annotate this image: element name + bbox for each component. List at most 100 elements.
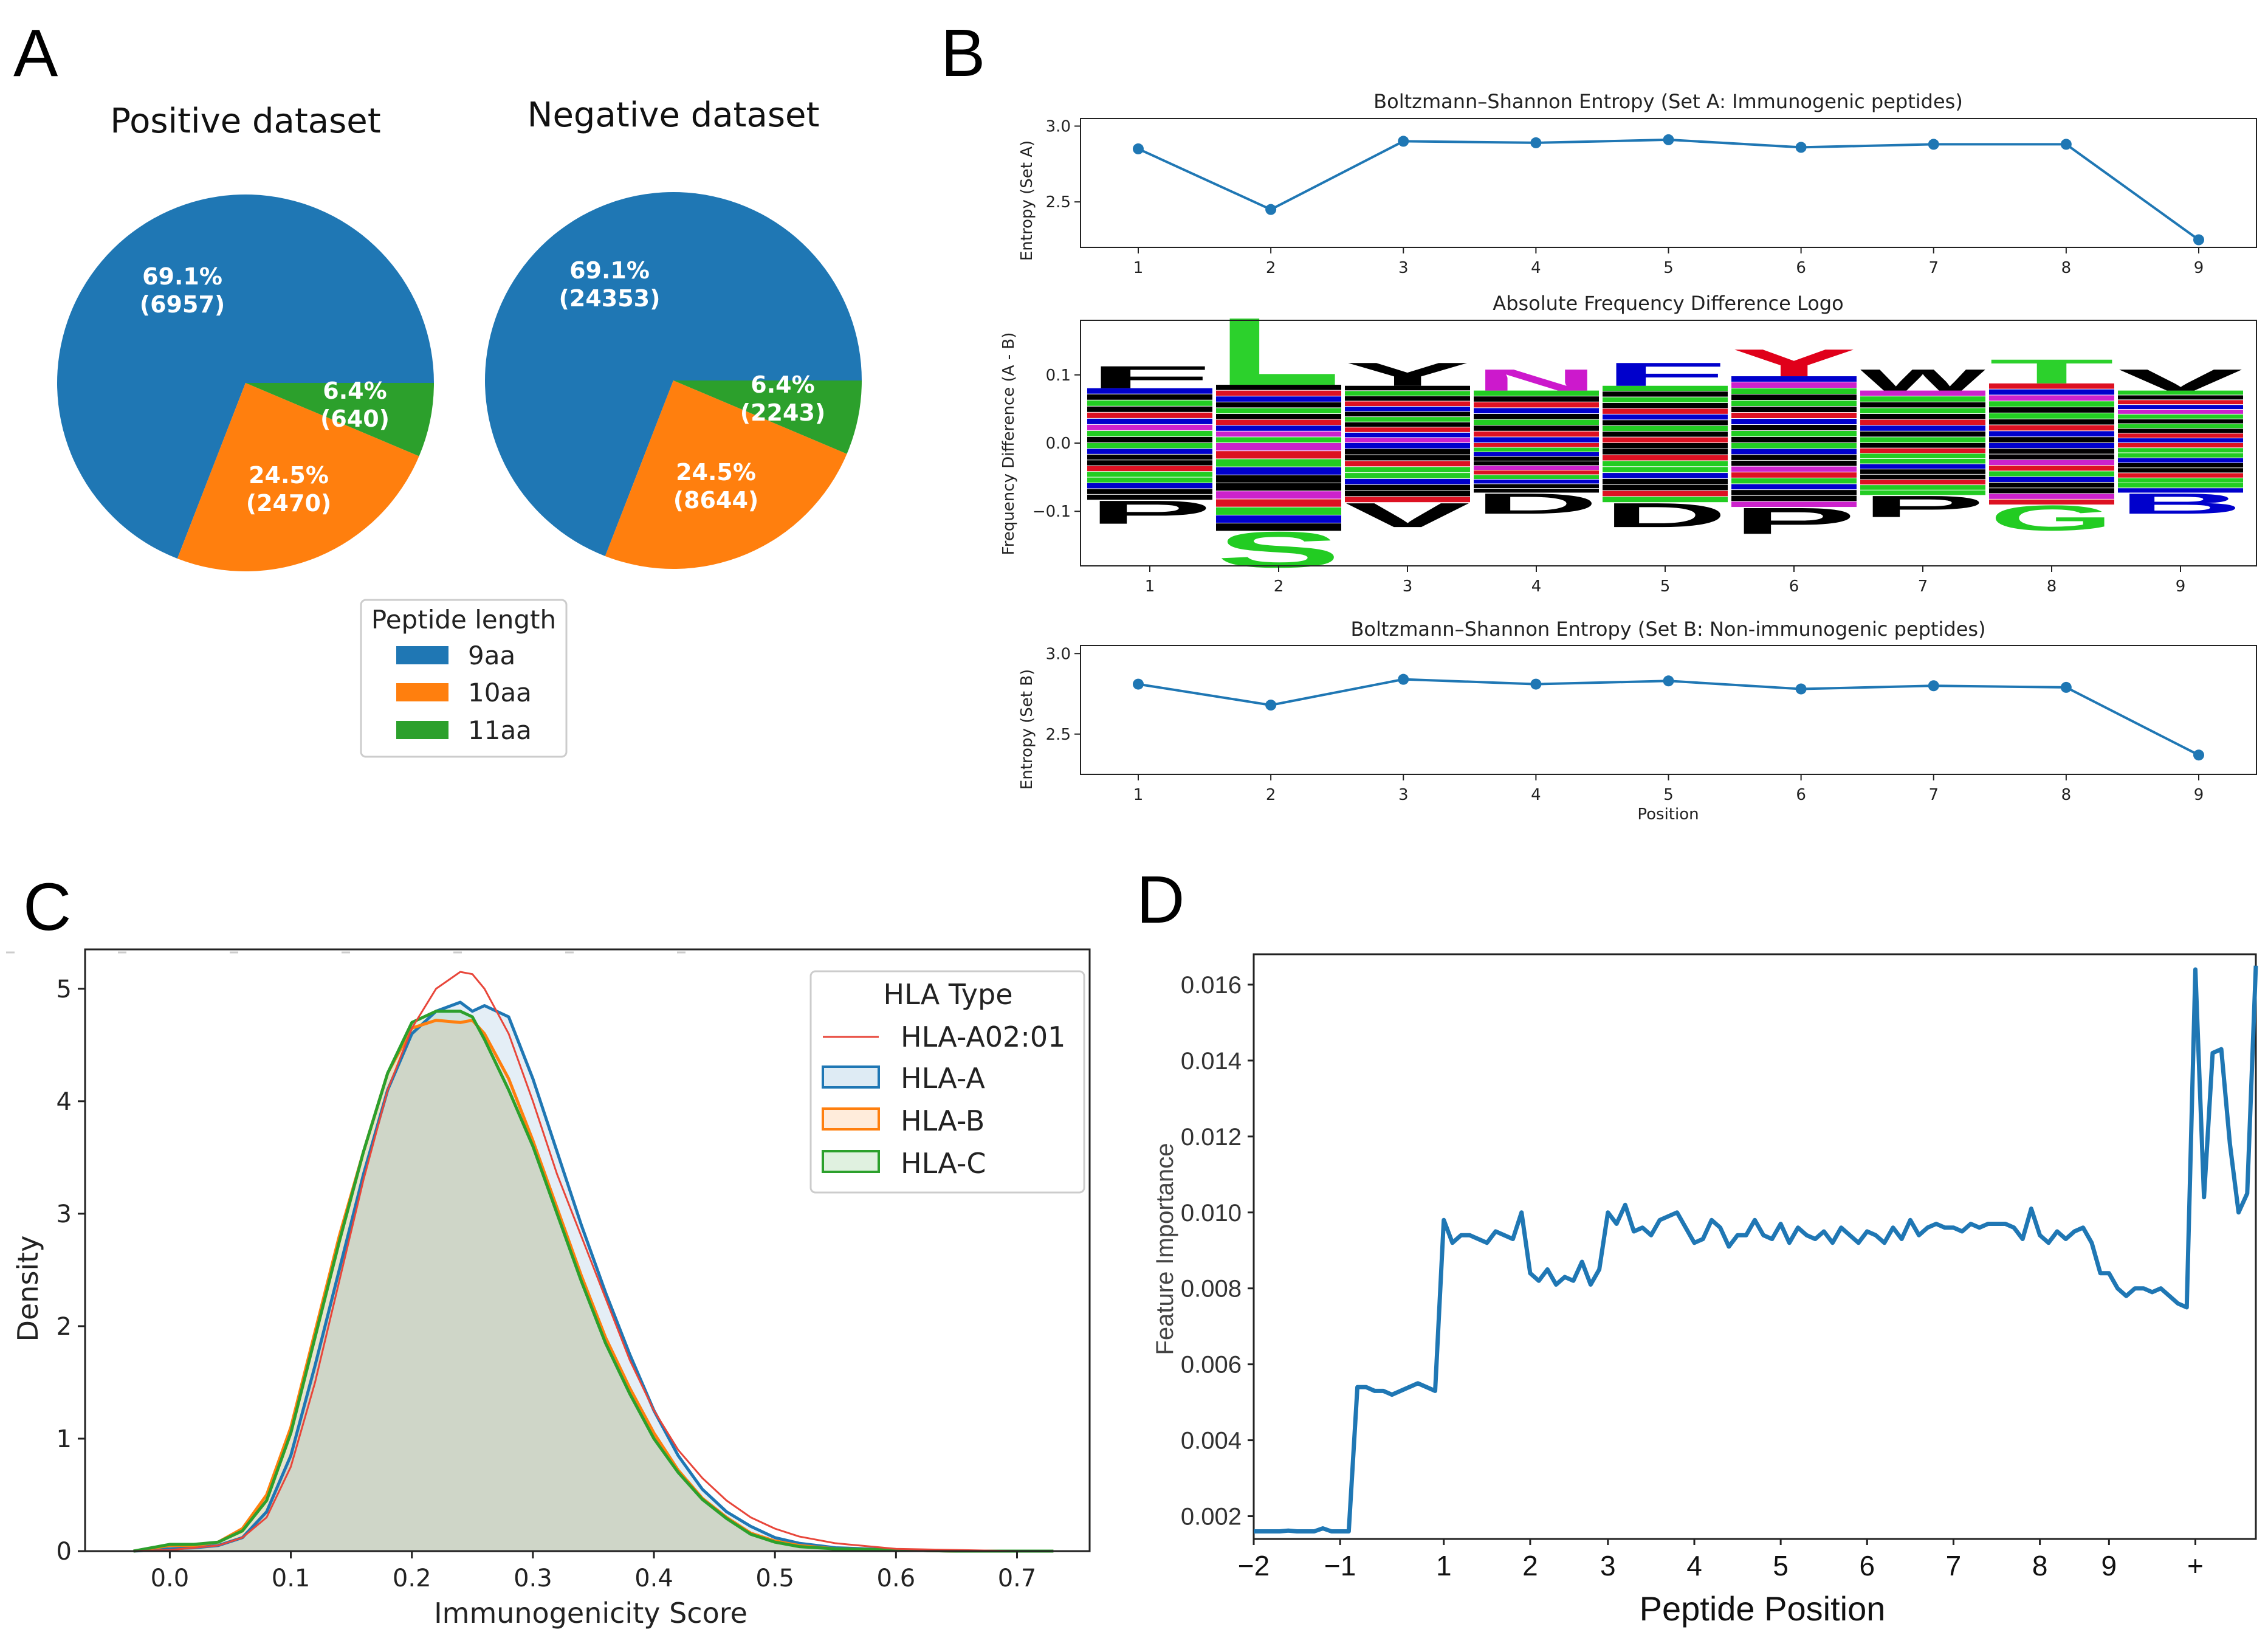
- pie-legend-frame: [360, 599, 568, 758]
- logo-band: [1345, 391, 1470, 396]
- logo-band: [1216, 483, 1341, 491]
- pie-slice-count: (2243): [740, 399, 826, 426]
- density-chart: 0.0 0.1 0.2 0.3 0.4 0.5 0.6 0.7 0 1 2 3 4 5: [57, 948, 1091, 1592]
- y-tick-label: 0.0: [1046, 435, 1071, 453]
- logo-band: [1345, 461, 1470, 467]
- pie-slice-9aa: [484, 192, 862, 556]
- x-tick-label: 5: [1660, 577, 1671, 596]
- logo-band: [1603, 385, 1728, 391]
- logo-band: [1989, 395, 2114, 401]
- logo-band: [1474, 396, 1599, 402]
- logo-band: [1860, 443, 1985, 448]
- logo-band: [1989, 413, 2114, 419]
- y-tick-label: 0.014: [1181, 1048, 1242, 1075]
- logo-band: [1603, 449, 1728, 455]
- pie-negative: 69.1%(24353) 24.5%(8644) 6.4%(2243): [484, 192, 862, 569]
- logo-band: [1860, 464, 1985, 469]
- logo-band: [1731, 431, 1857, 437]
- logo-bottom-letter: D: [1603, 497, 1728, 535]
- logo-band: [1345, 473, 1470, 478]
- logo-band: [1345, 411, 1470, 417]
- plot-frame: [1253, 953, 2257, 1540]
- x-tick-label: 6: [1860, 1550, 1875, 1582]
- logo-band: [1474, 437, 1599, 442]
- y-tick-label: 2: [57, 1313, 72, 1341]
- logo-band: [1087, 400, 1212, 406]
- panel-a-pies: Positive dataset Negative dataset 69.1%(…: [57, 95, 862, 758]
- panel-b: Boltzmann–Shannon Entropy (Set A: Immuno…: [1000, 90, 2257, 824]
- logo-band: [2118, 438, 2243, 442]
- logo-bottom-letter: P: [1731, 500, 1857, 542]
- x-tick-label: 0.3: [514, 1564, 552, 1592]
- logo-bottom-letter: B: [2118, 488, 2243, 520]
- y-tick-label: 0.006: [1181, 1352, 1242, 1379]
- logo-band: [1731, 425, 1857, 431]
- logo-band: [1216, 431, 1341, 437]
- logo-band: [2118, 390, 2243, 395]
- logo-band: [1860, 408, 1985, 413]
- pie-positive-title: Positive dataset: [110, 102, 380, 141]
- logo-band: [2118, 405, 2243, 410]
- logo-top-letter: Y: [1731, 342, 1857, 385]
- logo-band: [1087, 454, 1212, 460]
- x-tick-label: 1: [1133, 786, 1144, 804]
- x-tick-label: +: [2187, 1550, 2204, 1582]
- plot-frame: [84, 948, 1091, 1552]
- logo-band: [1474, 390, 1599, 396]
- logo-band: [1345, 455, 1470, 461]
- pie-legend-9aa: 9aa: [468, 641, 515, 670]
- logo-band: [2118, 414, 2243, 419]
- logo-band: [1731, 478, 1857, 484]
- logo-band: [1860, 448, 1985, 453]
- y-tick-label: 5: [57, 976, 72, 1003]
- logo-band: [1731, 455, 1857, 460]
- logo-band: [1860, 490, 1985, 495]
- entropy-point: [2060, 139, 2072, 150]
- logo-top-letter: L: [1216, 298, 1341, 405]
- logo-band: [2118, 453, 2243, 458]
- x-tick-label: 0.4: [634, 1564, 673, 1592]
- logo-band: [1860, 474, 1985, 480]
- logo-band: [1860, 390, 1985, 396]
- logo-band: [1345, 422, 1470, 427]
- x-tick-label: 7: [1918, 577, 1928, 596]
- entropy-point: [1265, 204, 1277, 215]
- logo-band: [2118, 488, 2243, 493]
- logo-band: [1603, 408, 1728, 414]
- pie-legend: Peptide length 9aa 10aa 11aa: [360, 599, 568, 758]
- logo-band: [1603, 473, 1728, 478]
- pie-legend-title: Peptide length: [371, 605, 556, 635]
- logo-band: [1860, 485, 1985, 490]
- logo-band: [1216, 507, 1341, 515]
- x-tick-label: 0.7: [998, 1564, 1037, 1592]
- x-tick-label: 8: [2061, 259, 2072, 277]
- entropy-point: [1398, 136, 1409, 147]
- logo-bottom-letter: G: [1989, 498, 2114, 539]
- logo-band: [1087, 483, 1212, 489]
- x-tick-label: 0.6: [877, 1564, 916, 1592]
- entropy-point: [2193, 749, 2204, 761]
- logo-band: [1989, 383, 2114, 389]
- pie-legend-10aa: 10aa: [468, 678, 532, 707]
- logo-band: [1474, 443, 1599, 447]
- panel-letter-a: A: [13, 16, 58, 91]
- logo-band: [1345, 385, 1470, 391]
- x-tick-label: 9: [2194, 259, 2204, 277]
- logo-top-letter: Y: [1345, 356, 1470, 393]
- logo-band: [1345, 478, 1470, 484]
- logo-band: [1345, 427, 1470, 432]
- logo-band: [2118, 419, 2243, 424]
- logo-band: [1603, 461, 1728, 467]
- logo-band: [1989, 499, 2114, 505]
- logo-band: [1603, 432, 1728, 437]
- logo-band: [1860, 453, 1985, 458]
- density-line-HLA-A02:01: [133, 971, 1054, 1552]
- logo-band: [1474, 408, 1599, 413]
- logo-band: [1603, 455, 1728, 461]
- logo-band: [1603, 397, 1728, 403]
- logo-band: [1731, 388, 1857, 394]
- plot-frame: [1080, 645, 2257, 775]
- x-tick-label: 7: [1928, 259, 1939, 277]
- entropy-b-chart: 1 2 3 4 5 6 7 8 9 2.5 3.0: [1046, 645, 2257, 804]
- logo-band: [1087, 406, 1212, 412]
